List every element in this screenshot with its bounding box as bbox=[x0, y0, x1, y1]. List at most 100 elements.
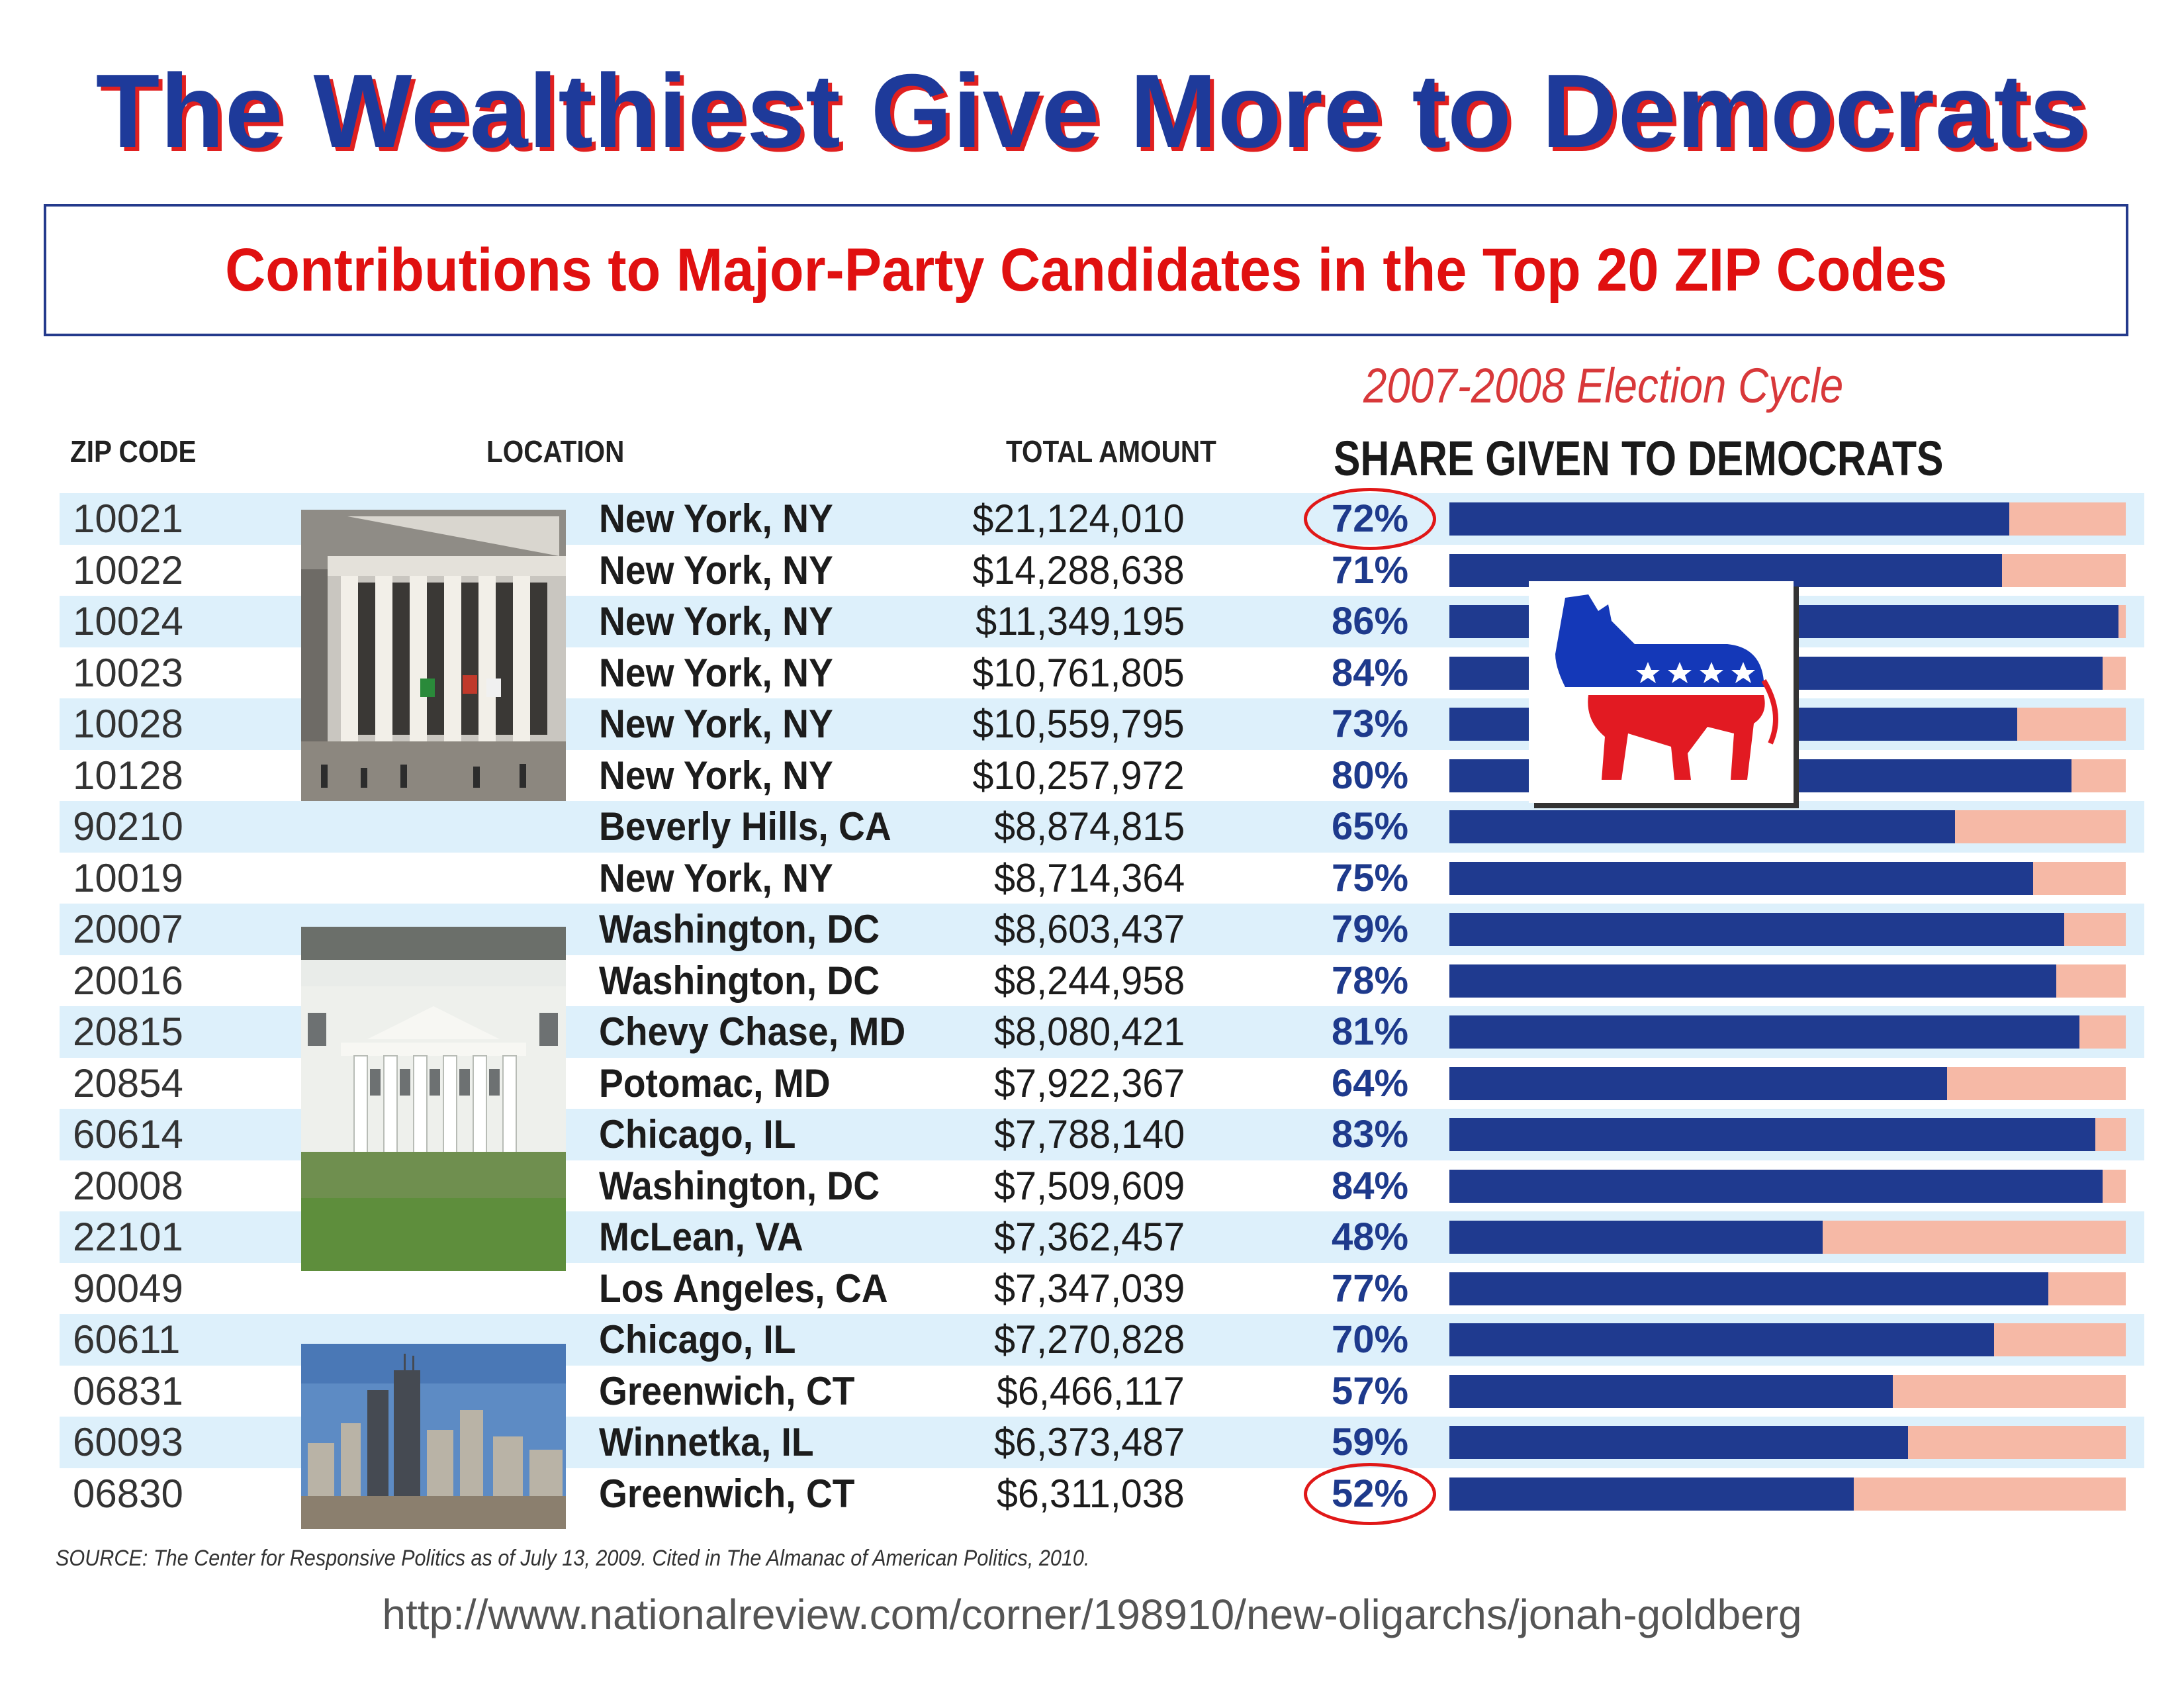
share-bar bbox=[1449, 1015, 2079, 1049]
total-amount-cell: $14,288,638 bbox=[972, 547, 1185, 592]
zip-code-cell: 20854 bbox=[73, 1060, 183, 1105]
white-house-photo bbox=[301, 927, 566, 1271]
location-cell: New York, NY bbox=[599, 702, 833, 746]
share-label: 70% bbox=[1331, 1318, 1409, 1361]
location-cell: New York, NY bbox=[599, 753, 833, 798]
zip-code-cell: 20008 bbox=[73, 1163, 183, 1208]
location-cell: Washington, DC bbox=[599, 1163, 880, 1208]
share-bar bbox=[1449, 913, 2064, 946]
highlight-circle bbox=[1304, 1462, 1436, 1525]
location-cell: New York, NY bbox=[599, 599, 833, 643]
total-amount-cell: $11,349,195 bbox=[975, 599, 1185, 643]
total-amount-cell: $7,509,609 bbox=[993, 1163, 1185, 1208]
location-cell: Washington, DC bbox=[599, 907, 880, 951]
table-row: 10019 New York, NY $8,714,364 75% bbox=[60, 853, 2144, 904]
total-amount-cell: $7,270,828 bbox=[993, 1317, 1185, 1362]
share-label: 84% bbox=[1331, 1164, 1409, 1207]
source-note: SOURCE: The Center for Responsive Politi… bbox=[56, 1546, 1090, 1571]
zip-code-cell: 60614 bbox=[73, 1112, 183, 1156]
total-amount-cell: $8,874,815 bbox=[993, 804, 1185, 849]
location-cell: Winnetka, IL bbox=[599, 1420, 814, 1464]
share-bar bbox=[1449, 1169, 2103, 1203]
share-bar bbox=[1449, 1374, 1893, 1408]
share-label: 80% bbox=[1331, 753, 1409, 797]
share-bar bbox=[1449, 1221, 1823, 1254]
total-amount-cell: $10,761,805 bbox=[972, 650, 1185, 695]
table-row: 20854 Potomac, MD $7,922,367 64% bbox=[60, 1058, 2144, 1109]
source-url[interactable]: http://www.nationalreview.com/corner/198… bbox=[382, 1591, 1802, 1638]
zip-code-cell: 10128 bbox=[73, 753, 183, 798]
total-amount-cell: $7,362,457 bbox=[993, 1215, 1185, 1259]
location-cell: Chicago, IL bbox=[599, 1317, 796, 1362]
zip-code-cell: 90210 bbox=[73, 804, 183, 849]
total-amount-cell: $6,311,038 bbox=[996, 1471, 1185, 1516]
total-amount-cell: $10,559,795 bbox=[972, 702, 1185, 746]
total-amount-cell: $8,244,958 bbox=[993, 958, 1185, 1003]
zip-code-cell: 20016 bbox=[73, 958, 183, 1003]
total-amount-cell: $7,788,140 bbox=[993, 1112, 1185, 1156]
total-amount-cell: $8,603,437 bbox=[993, 907, 1185, 951]
share-label: 64% bbox=[1331, 1061, 1409, 1105]
share-label: 48% bbox=[1331, 1215, 1409, 1258]
share-bar bbox=[1449, 861, 2033, 895]
share-label: 57% bbox=[1331, 1369, 1409, 1413]
data-table: 10021 New York, NY $21,124,010 72% 10022 New … bbox=[60, 493, 2144, 1519]
share-bar bbox=[1449, 1426, 1909, 1459]
chart-subtitle: Contributions to Major-Party Candidates … bbox=[224, 236, 1948, 304]
location-cell: New York, NY bbox=[599, 547, 833, 592]
total-amount-cell: $8,080,421 bbox=[993, 1009, 1185, 1054]
header-location: LOCATION bbox=[486, 434, 625, 469]
election-cycle-label: 2007-2008 Election Cycle bbox=[1363, 358, 1844, 413]
header-zip-code: ZIP CODE bbox=[70, 434, 197, 469]
location-cell: Beverly Hills, CA bbox=[599, 804, 891, 849]
location-cell: McLean, VA bbox=[599, 1215, 803, 1259]
democratic-donkey-logo bbox=[1529, 581, 1794, 803]
share-bar-track bbox=[1449, 1323, 2126, 1356]
share-label: 86% bbox=[1331, 600, 1409, 643]
share-bar-track bbox=[1449, 1374, 2126, 1408]
share-bar-track bbox=[1449, 1221, 2126, 1254]
header-share-democrats: SHARE GIVEN TO DEMOCRATS bbox=[1334, 431, 1944, 486]
total-amount-cell: $6,466,117 bbox=[996, 1368, 1185, 1413]
location-cell: Greenwich, CT bbox=[599, 1471, 855, 1516]
share-bar bbox=[1449, 1477, 1854, 1511]
share-label: 73% bbox=[1331, 702, 1409, 745]
share-label: 84% bbox=[1331, 651, 1409, 694]
zip-code-cell: 60611 bbox=[73, 1317, 181, 1362]
total-amount-cell: $10,257,972 bbox=[972, 753, 1185, 798]
zip-code-cell: 10028 bbox=[73, 702, 183, 746]
table-row: 90049 Los Angeles, CA $7,347,039 77% bbox=[60, 1263, 2144, 1315]
location-cell: Greenwich, CT bbox=[599, 1368, 855, 1413]
share-label: 77% bbox=[1331, 1266, 1409, 1310]
share-bar-track bbox=[1449, 964, 2126, 998]
share-bar-track bbox=[1449, 913, 2126, 946]
total-amount-cell: $7,347,039 bbox=[993, 1266, 1185, 1311]
location-cell: New York, NY bbox=[599, 650, 833, 695]
share-bar-track bbox=[1449, 1477, 2126, 1511]
total-amount-cell: $8,714,364 bbox=[993, 855, 1185, 900]
chicago-skyline-photo bbox=[301, 1344, 566, 1529]
share-bar-track bbox=[1449, 861, 2126, 895]
zip-code-cell: 10022 bbox=[73, 547, 183, 592]
zip-code-cell: 20815 bbox=[73, 1009, 183, 1054]
share-bar-track bbox=[1449, 1066, 2126, 1100]
share-bar-track bbox=[1449, 1169, 2126, 1203]
zip-code-cell: 22101 bbox=[73, 1215, 183, 1259]
share-label: 79% bbox=[1331, 908, 1409, 951]
location-cell: New York, NY bbox=[599, 496, 833, 541]
header-total-amount: TOTAL AMOUNT bbox=[1006, 434, 1216, 469]
zip-code-cell: 90049 bbox=[73, 1266, 183, 1311]
share-label: 59% bbox=[1331, 1421, 1409, 1464]
share-bar bbox=[1449, 1066, 1948, 1100]
share-bar-track bbox=[1449, 1426, 2126, 1459]
share-bar bbox=[1449, 1118, 2095, 1151]
total-amount-cell: $6,373,487 bbox=[993, 1420, 1185, 1464]
location-cell: Washington, DC bbox=[599, 958, 880, 1003]
share-label: 65% bbox=[1331, 805, 1409, 848]
share-bar-track bbox=[1449, 810, 2126, 843]
share-label: 83% bbox=[1331, 1113, 1409, 1156]
location-cell: Los Angeles, CA bbox=[599, 1266, 888, 1311]
location-cell: Chevy Chase, MD bbox=[599, 1009, 906, 1054]
share-label: 78% bbox=[1331, 959, 1409, 1002]
total-amount-cell: $21,124,010 bbox=[972, 496, 1185, 541]
